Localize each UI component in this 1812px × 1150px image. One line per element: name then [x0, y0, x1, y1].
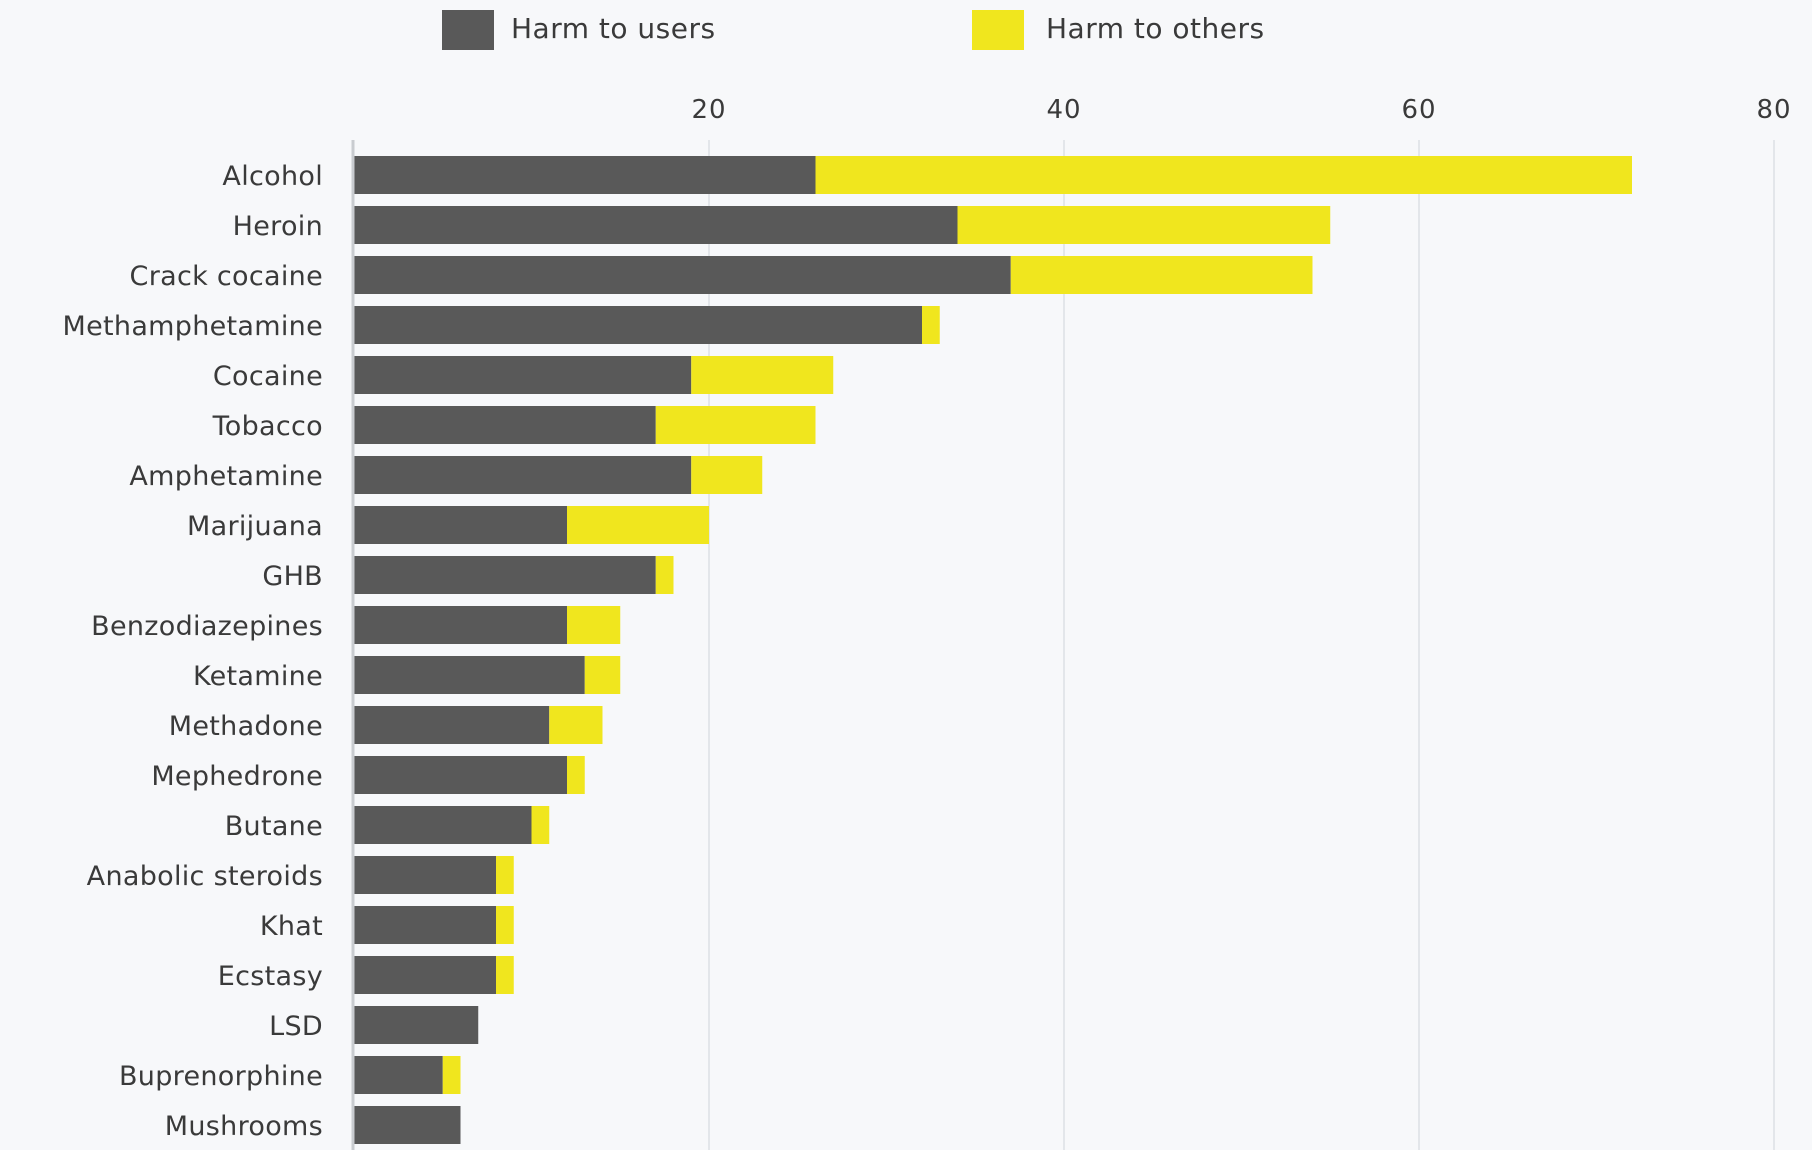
category-label-tobacco: Tobacco [212, 411, 323, 442]
category-label-ketamine: Ketamine [193, 661, 323, 692]
bar-benzodiazepines-harm-to-others [567, 606, 621, 644]
bar-mephedrone-harm-to-users [354, 756, 567, 794]
bar-heroin-harm-to-users [354, 206, 958, 244]
x-tick-label-80: 80 [1756, 95, 1791, 125]
legend-label-harm-to-others: Harm to others [1046, 12, 1265, 45]
category-label-alcohol: Alcohol [222, 161, 323, 192]
category-label-marijuana: Marijuana [187, 511, 323, 542]
legend-label-harm-to-users: Harm to users [511, 12, 716, 45]
bar-khat-harm-to-users [354, 906, 496, 944]
bar-butane-harm-to-users [354, 806, 532, 844]
legend-swatch-harm-to-others [972, 10, 1024, 50]
bar-tobacco-harm-to-users [354, 406, 656, 444]
bar-methadone-harm-to-others [549, 706, 603, 744]
bars [354, 156, 1632, 1144]
legend-swatch-harm-to-users [442, 10, 494, 50]
x-tick-label-40: 40 [1046, 95, 1081, 125]
bar-heroin-harm-to-others [957, 206, 1331, 244]
category-label-cocaine: Cocaine [213, 361, 323, 392]
bar-benzodiazepines-harm-to-users [354, 606, 567, 644]
bar-lsd-harm-to-users [354, 1006, 479, 1044]
bar-ghb-harm-to-users [354, 556, 656, 594]
category-label-mushrooms: Mushrooms [165, 1111, 323, 1142]
bar-mephedrone-harm-to-others [567, 756, 585, 794]
bar-methamphetamine-harm-to-users [354, 306, 922, 344]
bar-crack-cocaine-harm-to-others [1010, 256, 1313, 294]
bar-cocaine-harm-to-others [691, 356, 834, 394]
legend: Harm to users Harm to others [442, 10, 1265, 50]
bar-crack-cocaine-harm-to-users [354, 256, 1011, 294]
x-tick-label-20: 20 [691, 95, 726, 125]
bar-marijuana-harm-to-users [354, 506, 567, 544]
bar-alcohol-harm-to-others [815, 156, 1632, 194]
bar-amphetamine-harm-to-others [691, 456, 763, 494]
category-label-amphetamine: Amphetamine [129, 461, 323, 492]
bar-ghb-harm-to-others [655, 556, 674, 594]
bar-alcohol-harm-to-users [354, 156, 816, 194]
category-label-ghb: GHB [262, 561, 323, 592]
bar-mushrooms-harm-to-users [354, 1106, 461, 1144]
bar-buprenorphine-harm-to-others [442, 1056, 461, 1094]
bar-methamphetamine-harm-to-others [922, 306, 940, 344]
bar-butane-harm-to-others [531, 806, 550, 844]
bar-ketamine-harm-to-users [354, 656, 585, 694]
x-tick-label-60: 60 [1401, 95, 1436, 125]
bar-ecstasy-harm-to-users [354, 956, 496, 994]
bar-buprenorphine-harm-to-users [354, 1056, 443, 1094]
bar-tobacco-harm-to-others [655, 406, 816, 444]
category-label-mephedrone: Mephedrone [151, 761, 323, 792]
category-label-methadone: Methadone [169, 711, 323, 742]
category-label-lsd: LSD [269, 1011, 323, 1042]
bar-ecstasy-harm-to-others [496, 956, 514, 994]
bar-marijuana-harm-to-others [567, 506, 709, 544]
category-labels: Alcohol Heroin Crack cocaine Methamphetamin… [63, 161, 323, 1142]
category-label-buprenorphine: Buprenorphine [119, 1061, 323, 1092]
category-label-butane: Butane [225, 811, 323, 842]
bar-methadone-harm-to-users [354, 706, 550, 744]
gridlines [708, 140, 1775, 1150]
category-label-heroin: Heroin [233, 211, 323, 242]
bar-ketamine-harm-to-others [584, 656, 621, 694]
category-label-crack-cocaine: Crack cocaine [130, 261, 323, 292]
bar-amphetamine-harm-to-users [354, 456, 692, 494]
category-label-khat: Khat [260, 911, 323, 942]
bar-anabolic-steroids-harm-to-others [496, 856, 514, 894]
bar-anabolic-steroids-harm-to-users [354, 856, 496, 894]
category-label-methamphetamine: Methamphetamine [63, 311, 323, 342]
bar-cocaine-harm-to-users [354, 356, 692, 394]
category-label-ecstasy: Ecstasy [218, 961, 323, 992]
bar-khat-harm-to-others [496, 906, 514, 944]
x-axis-ticks: 20 40 60 80 [691, 95, 1791, 125]
category-label-anabolic-steroids: Anabolic steroids [87, 861, 323, 892]
category-label-benzodiazepines: Benzodiazepines [91, 611, 323, 642]
